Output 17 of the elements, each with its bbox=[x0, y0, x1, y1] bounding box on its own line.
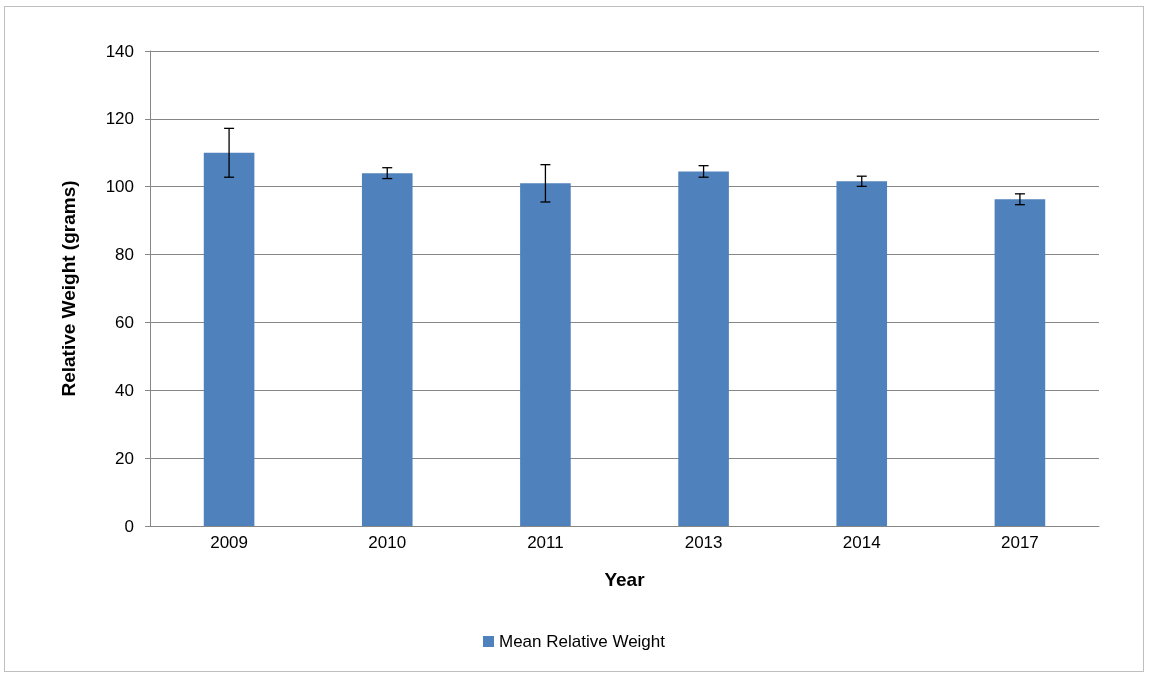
y-tick-label: 60 bbox=[115, 312, 134, 332]
x-tick-label: 2014 bbox=[842, 533, 881, 552]
y-tick-label: 140 bbox=[105, 41, 134, 61]
y-axis-title: Relative Weight (grams) bbox=[58, 180, 79, 397]
y-tick-label: 0 bbox=[124, 516, 134, 536]
legend-label: Mean Relative Weight bbox=[499, 632, 666, 651]
x-tick-label: 2009 bbox=[210, 533, 248, 552]
y-tick-label: 20 bbox=[115, 448, 134, 468]
x-axis-title: Year bbox=[604, 569, 646, 590]
y-tick-label: 120 bbox=[105, 109, 134, 129]
y-tick-label: 80 bbox=[115, 245, 134, 265]
x-tick-label: 2010 bbox=[368, 533, 407, 552]
x-tick-label: 2011 bbox=[527, 533, 564, 552]
x-tick-label: 2017 bbox=[1001, 533, 1039, 552]
y-tick-label: 40 bbox=[115, 380, 134, 400]
y-tick-label: 100 bbox=[105, 177, 134, 197]
x-tick-label: 2013 bbox=[684, 533, 723, 552]
